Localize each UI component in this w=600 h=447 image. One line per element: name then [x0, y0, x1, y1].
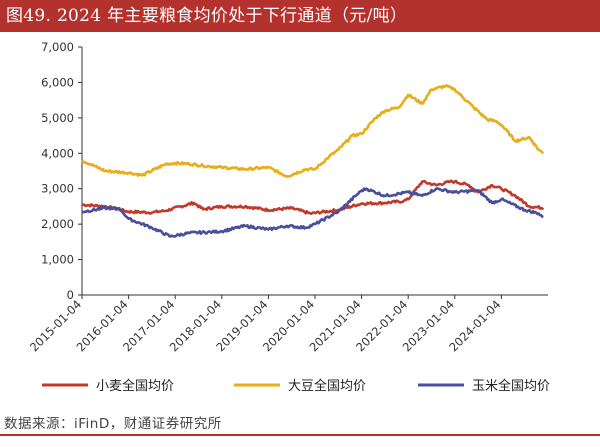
- source-note: 数据来源：iFinD，财通证券研究所: [4, 416, 222, 432]
- legend-label: 小麦全国均价: [96, 378, 174, 394]
- y-tick-label: 4,000: [41, 146, 74, 160]
- series-line-1: [81, 179, 545, 215]
- y-tick-label: 3,000: [41, 182, 74, 196]
- series-line-2: [81, 84, 545, 178]
- legend-label: 玉米全国均价: [472, 378, 550, 394]
- y-tick-label: 1,000: [41, 253, 74, 267]
- y-tick-label: 5,000: [41, 111, 74, 125]
- legend: 小麦全国均价 大豆全国均价 玉米全国均价: [42, 378, 550, 394]
- y-tick-label: 2,000: [41, 217, 74, 231]
- axes: 01,0002,0003,0004,0005,0006,0007,0002015…: [27, 40, 548, 354]
- chart-title: 图49. 2024 年主要粮食均价处于下行通道（元/吨）: [6, 6, 408, 26]
- legend-label: 大豆全国均价: [288, 378, 366, 394]
- title-bar: 图49. 2024 年主要粮食均价处于下行通道（元/吨）: [0, 0, 600, 32]
- y-tick-label: 6,000: [41, 75, 74, 89]
- series-line-3: [81, 187, 544, 238]
- y-tick-label: 0: [67, 288, 74, 302]
- bottom-rule: [0, 434, 600, 436]
- series-layer: [81, 84, 545, 238]
- y-tick-label: 7,000: [41, 40, 74, 54]
